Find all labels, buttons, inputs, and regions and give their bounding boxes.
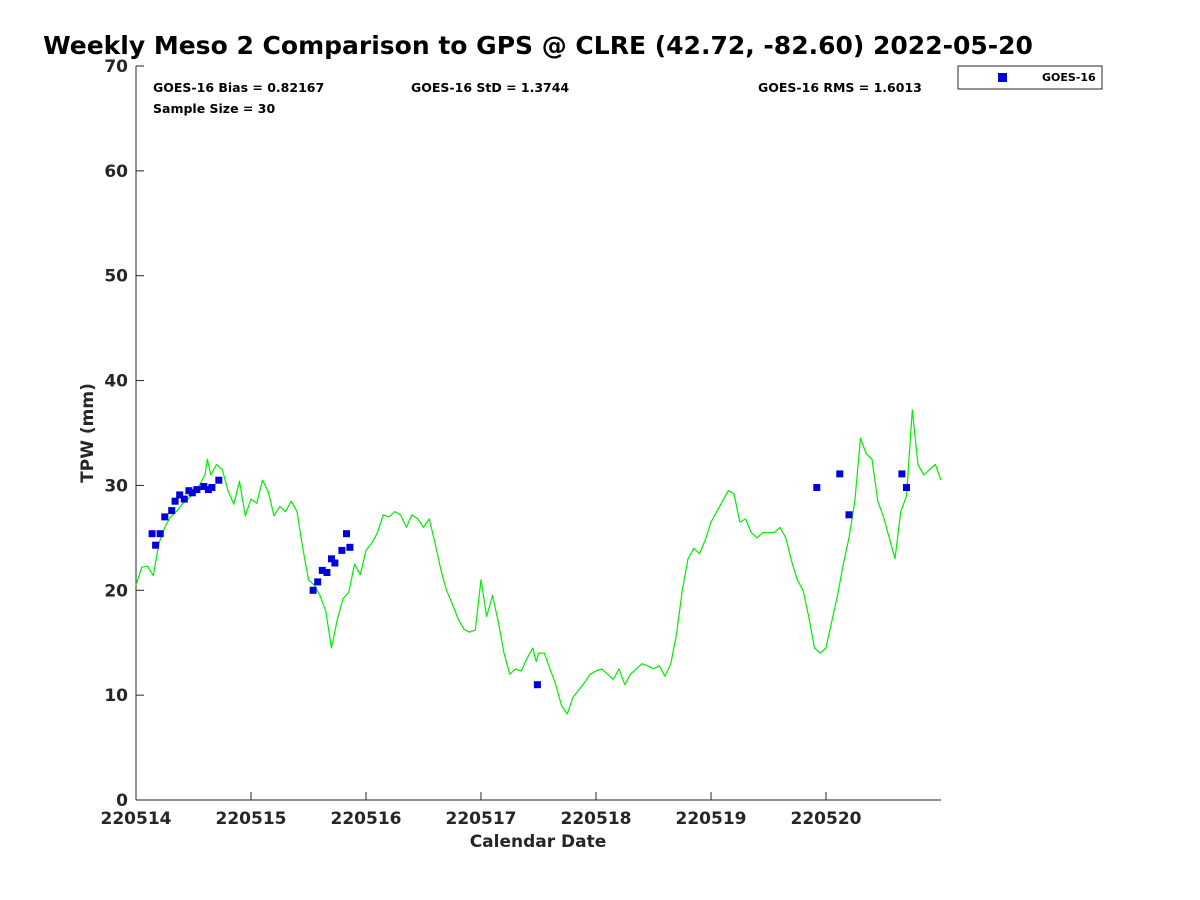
y-axis-label: TPW (mm) (78, 383, 98, 483)
x-tick-label: 220514 (101, 809, 172, 829)
chart-title: Weekly Meso 2 Comparison to GPS @ CLRE (… (43, 31, 1033, 60)
legend-label-goes16: GOES-16 (1042, 71, 1096, 84)
goes16-point (215, 476, 223, 484)
goes16-point (200, 483, 208, 490)
goes16-point (156, 530, 164, 538)
x-axis-label: Calendar Date (470, 832, 607, 852)
legend-marker-goes16 (998, 73, 1007, 82)
goes16-point (188, 489, 196, 497)
goes16-point (318, 566, 326, 574)
x-tick-label: 220517 (446, 809, 517, 829)
goes16-point (161, 513, 169, 521)
goes16-point (152, 541, 160, 549)
goes16-point (533, 681, 541, 689)
goes16-point (903, 484, 910, 491)
x-tick-label: 220518 (561, 809, 632, 829)
series-layer (135, 409, 942, 715)
marker-layer (148, 470, 910, 689)
y-tick-label: 10 (104, 686, 128, 706)
goes16-point (898, 470, 906, 478)
y-tick-label: 70 (104, 57, 128, 77)
goes16-point (813, 484, 821, 491)
goes16-point (338, 546, 346, 554)
goes16-point (193, 486, 201, 494)
legend-box (957, 65, 1103, 90)
x-tick-label: 220520 (791, 809, 862, 829)
y-tick-label: 50 (104, 267, 128, 287)
goes16-point (343, 530, 350, 538)
goes16-point (176, 491, 184, 499)
goes16-point (331, 559, 339, 567)
goes16-point (323, 569, 331, 576)
axes-layer: 0 10 20 30 40 50 60 70 220514 220515 220516 220517 2… (101, 57, 941, 829)
stat-rms: GOES-16 RMS = 1.6013 (758, 80, 922, 95)
y-tick-label: 0 (116, 791, 128, 811)
stat-std: GOES-16 StD = 1.3744 (411, 80, 569, 95)
y-tick-label: 20 (104, 581, 128, 601)
goes16-point (168, 507, 176, 515)
legend: GOES-16 (957, 65, 1103, 90)
y-tick-label: 40 (104, 372, 128, 392)
goes16-point (346, 543, 354, 551)
goes16-point (180, 495, 188, 503)
goes16-point (328, 555, 335, 563)
x-tick-label: 220519 (676, 809, 747, 829)
gps-tpw-line (135, 409, 942, 715)
y-tick-label: 30 (104, 476, 128, 496)
stat-sample-size: Sample Size = 30 (153, 101, 275, 116)
y-tick-label: 60 (104, 162, 128, 182)
x-tick-label: 220515 (216, 809, 287, 829)
goes16-point (845, 511, 853, 519)
goes16-point (171, 497, 179, 505)
goes16-point (309, 586, 317, 594)
goes16-point (148, 530, 156, 538)
x-tick-label: 220516 (331, 809, 402, 829)
goes16-point (208, 484, 216, 491)
goes16-point (314, 578, 322, 586)
goes16-point (836, 470, 844, 478)
stat-bias: GOES-16 Bias = 0.82167 (153, 80, 324, 95)
